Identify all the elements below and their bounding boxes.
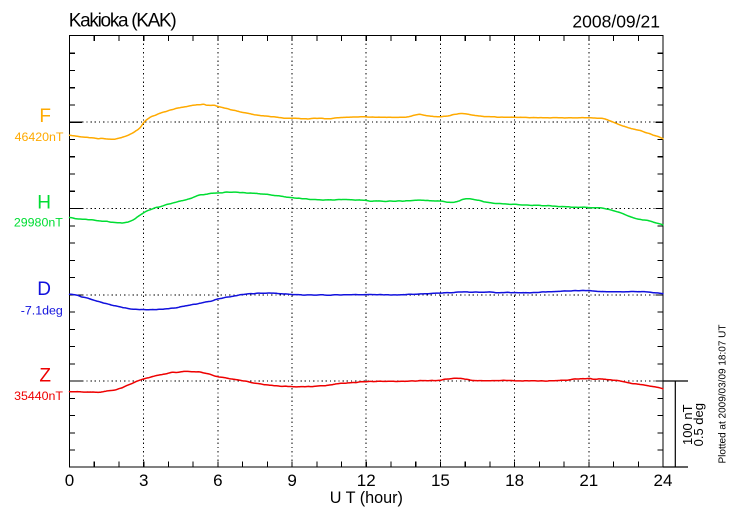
svg-text:0: 0 (65, 471, 74, 490)
svg-text:D: D (37, 279, 51, 300)
svg-text:21: 21 (579, 471, 598, 490)
svg-text:3: 3 (139, 471, 148, 490)
svg-text:Plotted at 2009/03/09 18:07 UT: Plotted at 2009/03/09 18:07 UT (718, 325, 729, 464)
svg-text:0.5 deg: 0.5 deg (691, 403, 706, 446)
svg-text:Z: Z (39, 365, 51, 386)
svg-text:46420nT: 46420nT (15, 130, 64, 144)
svg-text:6: 6 (213, 471, 222, 490)
svg-text:18: 18 (505, 471, 524, 490)
svg-text:29980nT: 29980nT (14, 216, 63, 230)
svg-text:12: 12 (357, 471, 376, 490)
svg-text:Kakioka (KAK): Kakioka (KAK) (69, 10, 177, 31)
svg-text:2008/09/21: 2008/09/21 (572, 12, 660, 32)
svg-text:9: 9 (287, 471, 296, 490)
svg-text:H: H (37, 193, 51, 214)
svg-text:100 nT: 100 nT (680, 404, 695, 445)
svg-text:F: F (39, 106, 51, 127)
svg-text:15: 15 (431, 471, 450, 490)
svg-text:24: 24 (654, 471, 673, 490)
svg-text:35440nT: 35440nT (14, 389, 63, 403)
svg-text:U T (hour): U T (hour) (330, 489, 403, 507)
svg-text:-7.1deg: -7.1deg (21, 303, 63, 317)
